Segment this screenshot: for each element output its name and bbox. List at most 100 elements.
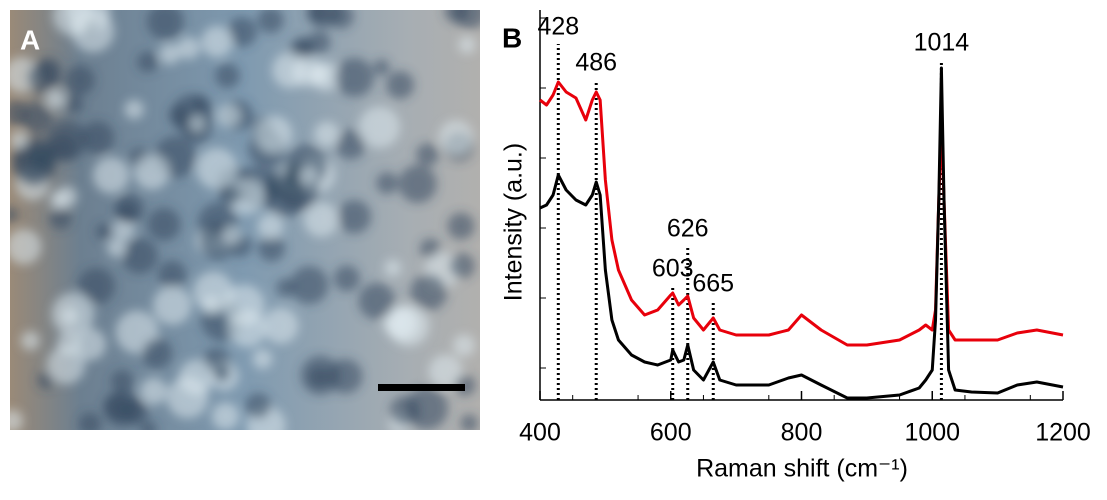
grain xyxy=(78,412,102,430)
grain xyxy=(303,202,339,238)
grain xyxy=(386,71,415,99)
grain xyxy=(307,10,342,28)
grain xyxy=(134,154,170,190)
grain xyxy=(64,65,95,96)
x-tick-label: 800 xyxy=(781,419,823,447)
grain xyxy=(416,143,439,167)
grain xyxy=(389,395,420,426)
grain xyxy=(373,59,390,76)
grain xyxy=(49,207,72,230)
grain xyxy=(307,30,331,54)
grain xyxy=(458,35,477,54)
grain xyxy=(314,121,340,148)
grain xyxy=(10,206,19,223)
grain xyxy=(398,164,437,204)
grain xyxy=(438,120,474,155)
x-axis-title: Raman shift (cm⁻¹) xyxy=(696,455,908,483)
grain xyxy=(110,370,134,393)
grain xyxy=(147,207,181,241)
grain xyxy=(447,212,475,240)
grain xyxy=(124,99,144,120)
grain xyxy=(376,172,399,195)
peak-label: 428 xyxy=(537,13,579,41)
grain xyxy=(358,106,401,149)
panel-label: A xyxy=(20,24,40,55)
x-tick-label: 1000 xyxy=(904,419,960,447)
grain xyxy=(228,309,267,348)
grain xyxy=(137,51,159,73)
x-tick-label: 400 xyxy=(519,419,561,447)
grain xyxy=(290,266,329,305)
grain xyxy=(262,307,299,344)
grain xyxy=(92,156,130,194)
grain xyxy=(49,191,68,210)
grain xyxy=(298,167,318,186)
grain xyxy=(202,295,221,314)
micrograph xyxy=(10,10,480,430)
x-tick-label: 600 xyxy=(650,419,692,447)
grain xyxy=(140,421,157,430)
grain xyxy=(116,203,137,223)
grain xyxy=(386,307,419,341)
grain xyxy=(216,103,241,128)
grain xyxy=(215,63,240,89)
grain xyxy=(121,237,158,274)
grain xyxy=(212,363,231,383)
grain xyxy=(189,115,206,132)
grain xyxy=(46,345,86,385)
grain xyxy=(308,367,330,388)
grain xyxy=(52,10,94,36)
grain xyxy=(157,260,187,290)
spectrum-line xyxy=(539,80,1064,347)
grain xyxy=(276,278,295,297)
grain xyxy=(95,223,113,240)
peak-label: 1014 xyxy=(914,29,970,57)
grain xyxy=(258,234,285,262)
panel-label: B xyxy=(502,22,522,53)
grain xyxy=(358,282,395,320)
grain xyxy=(178,359,215,396)
y-axis-title: Intensity (a.u.) xyxy=(500,143,528,301)
grain xyxy=(453,10,480,30)
grain xyxy=(140,377,168,405)
grain xyxy=(252,348,273,369)
grain xyxy=(257,213,284,240)
spectrum-line xyxy=(539,66,1064,400)
grain xyxy=(335,129,366,160)
grain xyxy=(227,17,258,47)
grain xyxy=(220,185,241,206)
grain xyxy=(257,10,284,34)
grain xyxy=(20,331,40,351)
grain xyxy=(106,237,127,258)
grain xyxy=(410,273,447,311)
grain xyxy=(211,402,240,430)
grain xyxy=(452,334,476,357)
peak-label: 626 xyxy=(667,215,709,243)
grain xyxy=(169,104,190,126)
grain xyxy=(428,354,463,389)
grain xyxy=(10,131,28,149)
grain xyxy=(201,25,233,58)
grain xyxy=(45,89,66,110)
grain xyxy=(177,36,201,60)
grain xyxy=(460,414,479,430)
peak-label: 665 xyxy=(692,270,734,298)
grain xyxy=(81,121,114,155)
grain xyxy=(10,229,42,265)
grain xyxy=(73,328,107,361)
grain xyxy=(333,265,361,292)
grain xyxy=(337,199,372,234)
grain xyxy=(245,393,272,420)
grain xyxy=(255,115,293,153)
grain xyxy=(45,119,87,162)
x-tick-label: 1200 xyxy=(1035,419,1091,447)
grain xyxy=(195,147,238,190)
grain xyxy=(449,253,475,279)
grain xyxy=(384,259,402,277)
grain xyxy=(147,10,184,40)
grain xyxy=(21,102,53,134)
grain xyxy=(51,292,95,336)
grain xyxy=(152,286,192,325)
grain xyxy=(327,359,363,394)
